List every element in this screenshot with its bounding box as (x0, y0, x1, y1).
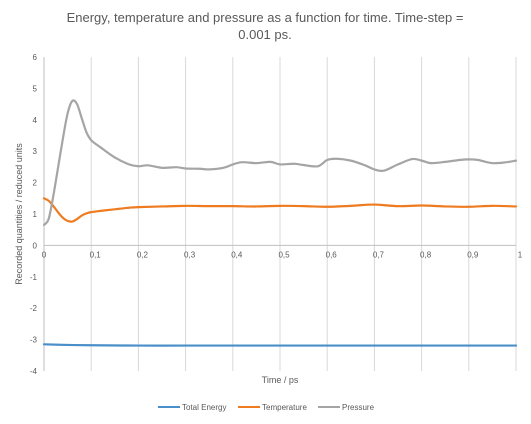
chart-title: Energy, temperature and pressure as a fu… (67, 10, 464, 42)
axes (43, 57, 516, 371)
legend-label-temperature: Temperature (262, 403, 307, 412)
legend-label-pressure: Pressure (342, 403, 375, 412)
chart-title-line-2: 0.001 ps. (238, 27, 292, 42)
series-line-total-energy (42, 343, 518, 347)
x-tick-label: 0,4 (231, 250, 243, 259)
x-tick-label: 0,2 (137, 250, 149, 259)
legend-label-total-energy: Total Energy (182, 403, 226, 412)
y-tick-label: 1 (33, 210, 38, 219)
x-axis-label: Time / ps (262, 375, 299, 385)
x-tick-label: 0,7 (373, 250, 385, 259)
y-tick-label: -4 (30, 367, 38, 376)
y-tick-label: -2 (30, 304, 38, 313)
y-axis-label: Recorded quantities / reduced units (14, 143, 24, 285)
x-tick-label: 1 (518, 250, 523, 259)
legend: Total Energy Temperature Pressure (158, 403, 375, 412)
series-lines (42, 99, 518, 347)
y-tick-label: 6 (33, 53, 38, 62)
x-tick-label: 0,1 (90, 250, 102, 259)
x-tick-labels: 0 0,1 0,2 0,3 0,4 0,5 0,6 0,7 0,8 0,9 1 (42, 250, 523, 259)
y-tick-label: -3 (30, 336, 38, 345)
y-tick-label: 5 (33, 84, 38, 93)
y-tick-label: 0 (33, 241, 38, 250)
x-tick-label: 0,5 (278, 250, 290, 259)
x-tick-label: 0,8 (420, 250, 432, 259)
y-tick-label: -1 (30, 273, 38, 282)
series-line-temperature (42, 197, 518, 223)
x-tick-label: 0,6 (326, 250, 338, 259)
x-tick-label: 0 (42, 250, 47, 259)
y-tick-label: 2 (33, 179, 38, 188)
series-line-pressure (42, 99, 518, 227)
y-tick-labels: -4 -3 -2 -1 0 1 2 3 4 5 6 (30, 53, 38, 376)
chart-title-line-1: Energy, temperature and pressure as a fu… (67, 10, 464, 25)
x-tick-label: 0,9 (467, 250, 479, 259)
y-tick-label: 4 (33, 116, 38, 125)
gridlines (90, 57, 517, 371)
y-tick-label: 3 (33, 147, 38, 156)
x-tick-label: 0,3 (184, 250, 196, 259)
